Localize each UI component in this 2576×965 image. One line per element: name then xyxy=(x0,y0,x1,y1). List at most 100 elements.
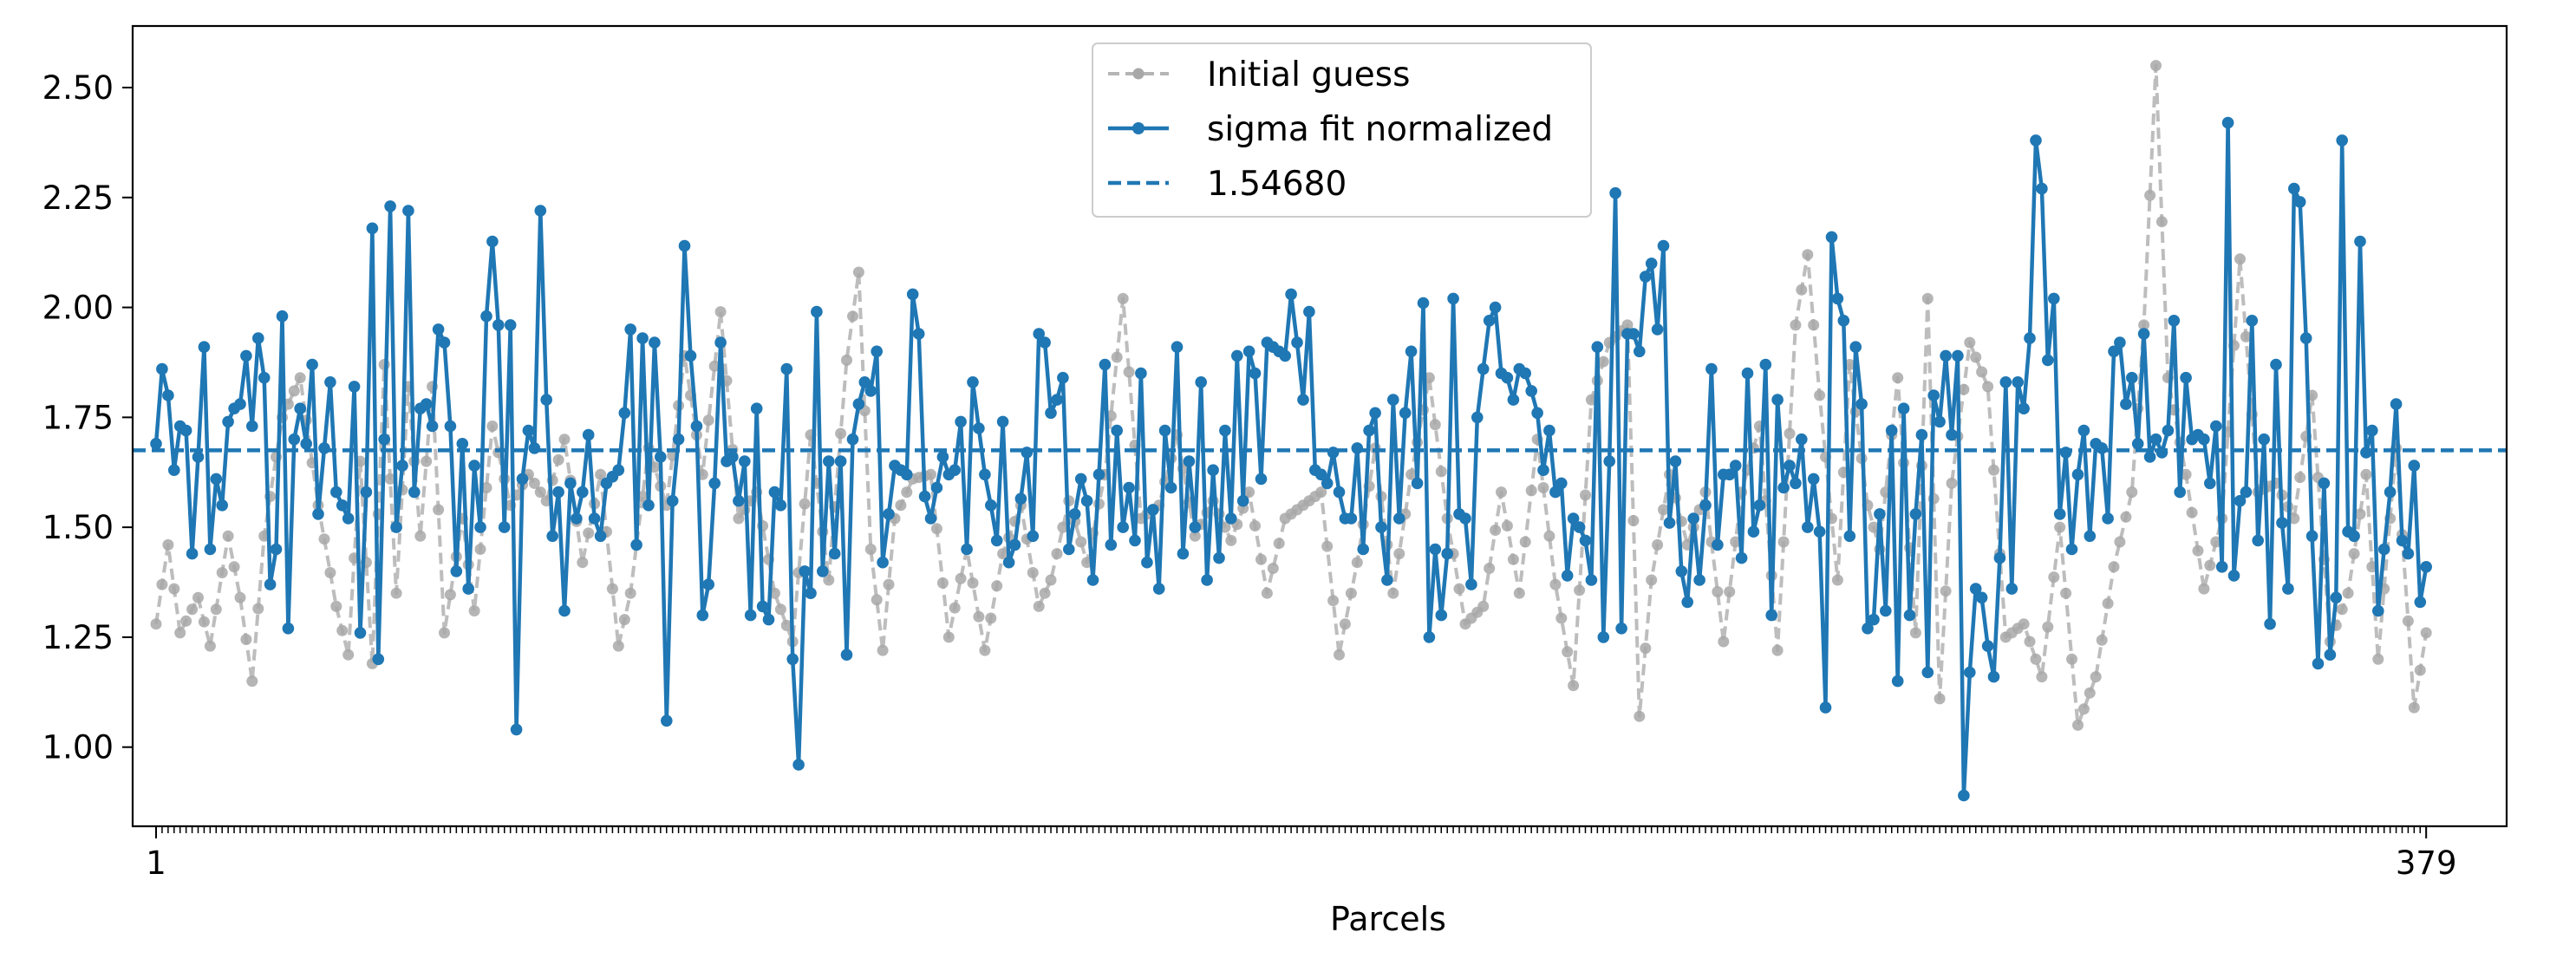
sigma-fit-point xyxy=(1201,574,1213,586)
sigma-fit-point xyxy=(1585,574,1598,586)
initial-guess-point xyxy=(606,583,618,595)
initial-guess-point xyxy=(216,567,228,578)
initial-guess-point xyxy=(883,578,895,590)
sigma-fit-point xyxy=(1507,394,1520,406)
sigma-fit-point xyxy=(1242,345,1255,358)
sigma-fit-point xyxy=(312,508,324,520)
sigma-fit-point xyxy=(1825,231,1838,244)
initial-guess-point xyxy=(2114,536,2126,548)
sigma-fit-point xyxy=(1543,424,1555,437)
initial-guess-point xyxy=(895,499,907,512)
sigma-fit-point xyxy=(2071,468,2084,481)
y-tick-label: 2.25 xyxy=(42,179,114,217)
initial-guess-point xyxy=(1225,534,1237,546)
initial-guess-point xyxy=(1802,249,1814,261)
sigma-fit-point xyxy=(150,438,162,450)
initial-guess-point xyxy=(1946,477,1958,489)
initial-guess-point xyxy=(841,354,852,366)
sigma-fit-point xyxy=(1561,570,1574,582)
sigma-fit-point xyxy=(2084,530,2097,543)
initial-guess-point xyxy=(1580,489,1591,501)
sigma-fit-point xyxy=(2252,534,2264,547)
sigma-fit-point xyxy=(1759,358,1772,371)
sigma-fit-point xyxy=(2005,583,2018,595)
sigma-fit-point xyxy=(577,486,589,499)
initial-guess-point xyxy=(2198,583,2210,595)
sigma-fit-point xyxy=(1813,525,1826,538)
sigma-fit-point xyxy=(1195,376,1207,388)
sigma-fit-point xyxy=(823,455,835,467)
sigma-fit-point xyxy=(360,486,373,499)
initial-guess-point xyxy=(618,614,630,626)
sigma-fit-point xyxy=(2204,477,2216,490)
sigma-fit-point xyxy=(588,512,601,525)
initial-guess-point xyxy=(1568,680,1580,692)
sigma-fit-point xyxy=(432,323,445,336)
initial-guess-point xyxy=(1640,642,1652,655)
sigma-fit-point xyxy=(1651,323,1664,336)
sigma-fit-point xyxy=(678,239,691,252)
sigma-fit-point xyxy=(2215,561,2228,573)
sigma-fit-point xyxy=(858,376,871,388)
sigma-fit-point xyxy=(1489,301,1502,314)
sigma-fit-point xyxy=(234,398,246,410)
initial-guess-point xyxy=(1273,538,1285,550)
plot-frame xyxy=(131,24,2508,828)
initial-guess-point xyxy=(444,589,456,601)
initial-guess-point xyxy=(1597,355,1609,368)
initial-guess-point xyxy=(162,538,174,551)
initial-guess-point xyxy=(979,644,991,656)
sigma-fit-point xyxy=(1784,460,1796,472)
sigma-fit-point xyxy=(739,455,751,467)
initial-guess-point xyxy=(1555,612,1568,624)
sigma-fit-point xyxy=(1843,530,1856,543)
initial-guess-point xyxy=(595,468,607,480)
sigma-fit-point xyxy=(276,310,289,323)
initial-guess-point xyxy=(1771,644,1784,656)
initial-guess-point xyxy=(468,605,480,616)
initial-guess-point xyxy=(2096,634,2108,646)
sigma-fit-point xyxy=(288,433,301,446)
sigma-fit-point xyxy=(2330,591,2343,604)
initial-guess-point xyxy=(2036,671,2048,683)
sigma-fit-point xyxy=(342,512,355,525)
initial-guess-point xyxy=(877,644,889,656)
initial-guess-point xyxy=(1543,530,1555,542)
initial-guess-point xyxy=(1117,292,1129,304)
initial-guess-point xyxy=(1784,427,1796,440)
sigma-fit-point xyxy=(1712,538,1724,551)
legend-dot-sigma-fit xyxy=(1132,122,1145,134)
initial-guess-point xyxy=(733,512,745,525)
sigma-fit-point xyxy=(1057,371,1069,384)
initial-guess-point xyxy=(823,574,835,586)
initial-guess-point xyxy=(252,603,264,615)
initial-guess-point xyxy=(1111,351,1123,363)
sigma-fit-point xyxy=(1327,447,1340,459)
x-tick-label: 379 xyxy=(2396,844,2457,882)
sigma-fit-point xyxy=(618,407,631,420)
sigma-fit-point xyxy=(2024,332,2036,344)
sigma-fit-point xyxy=(1129,534,1141,547)
sigma-fit-point xyxy=(1363,424,1375,437)
sigma-fit-point xyxy=(264,578,277,590)
initial-guess-point xyxy=(2354,508,2366,520)
initial-guess-point xyxy=(2066,653,2077,665)
sigma-fit-point xyxy=(1915,428,1928,441)
initial-guess-point xyxy=(2077,703,2090,715)
sigma-fit-point xyxy=(1765,609,1777,622)
sigma-fit-point xyxy=(528,442,541,454)
sigma-fit-point xyxy=(1152,583,1165,595)
sigma-fit-point xyxy=(2042,354,2054,367)
sigma-fit-point xyxy=(378,433,391,446)
sigma-fit-point xyxy=(1405,345,1418,358)
initial-guess-point xyxy=(558,434,571,446)
initial-guess-point xyxy=(534,486,546,499)
initial-guess-point xyxy=(2155,216,2168,228)
sigma-fit-point xyxy=(1627,328,1640,340)
sigma-fit-point xyxy=(990,534,1003,547)
sigma-fit-point xyxy=(912,328,925,340)
sigma-fit-point xyxy=(1934,415,1946,428)
sigma-fit-point xyxy=(1171,341,1184,354)
initial-guess-point xyxy=(1525,485,1537,497)
initial-guess-point xyxy=(2048,571,2060,584)
